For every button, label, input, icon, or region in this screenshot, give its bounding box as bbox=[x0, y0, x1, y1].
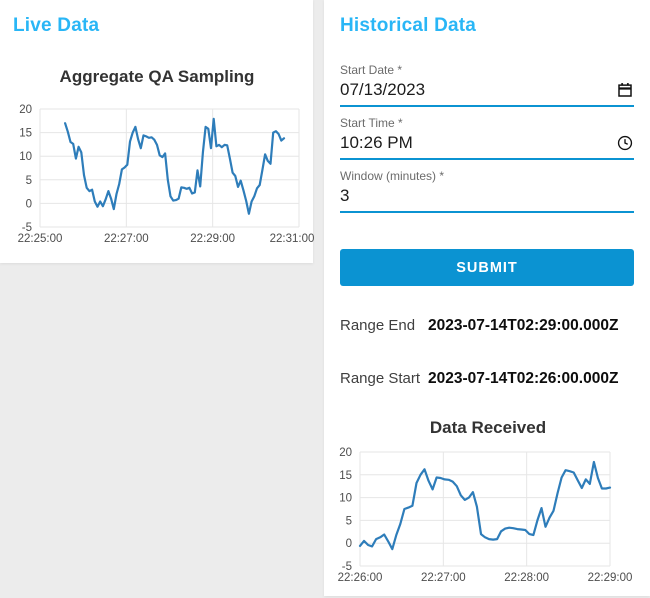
svg-text:-5: -5 bbox=[22, 222, 32, 234]
svg-text:10: 10 bbox=[19, 151, 32, 163]
live-data-panel: Live Data Aggregate QA Sampling 20 15 10 5 0… bbox=[0, 0, 315, 263]
svg-text:20: 20 bbox=[339, 447, 352, 459]
svg-text:15: 15 bbox=[19, 128, 32, 140]
range-start-row: Range Start 2023-07-14T02:26:00.000Z bbox=[340, 370, 634, 388]
clock-icon[interactable] bbox=[616, 134, 634, 152]
svg-text:22:25:00: 22:25:00 bbox=[18, 233, 63, 245]
historical-chart-title: Data Received bbox=[429, 418, 547, 437]
start-time-label: Start Time * bbox=[340, 116, 403, 130]
range-start-label: Range Start bbox=[340, 370, 421, 387]
svg-text:22:26:00: 22:26:00 bbox=[338, 572, 383, 584]
start-date-field: Start Date * bbox=[340, 63, 634, 107]
svg-text:15: 15 bbox=[339, 470, 352, 482]
svg-text:22:29:00: 22:29:00 bbox=[588, 572, 633, 584]
svg-text:22:28:00: 22:28:00 bbox=[504, 572, 549, 584]
svg-text:10: 10 bbox=[339, 493, 352, 505]
live-data-heading: Live Data bbox=[13, 15, 100, 36]
range-end-label: Range End bbox=[340, 317, 416, 334]
start-date-label: Start Date * bbox=[340, 63, 403, 77]
submit-button[interactable]: SUBMIT bbox=[340, 249, 634, 286]
range-end-row: Range End 2023-07-14T02:29:00.000Z bbox=[340, 317, 634, 335]
svg-text:22:31:00: 22:31:00 bbox=[270, 233, 315, 245]
historical-chart-canvas: 20 15 10 5 0 -522:26:00 22:27:00 22:28:00 22:29:… bbox=[338, 447, 633, 584]
svg-text:5: 5 bbox=[346, 515, 352, 527]
live-chart-title: Aggregate QA Sampling bbox=[59, 67, 255, 86]
window-minutes-label: Window (minutes) * bbox=[340, 169, 445, 183]
svg-text:0: 0 bbox=[346, 538, 352, 550]
svg-text:0: 0 bbox=[26, 198, 32, 210]
start-time-field: Start Time * bbox=[340, 116, 634, 160]
svg-text:22:29:00: 22:29:00 bbox=[190, 233, 235, 245]
svg-text:-5: -5 bbox=[342, 561, 352, 573]
start-date-input[interactable] bbox=[340, 80, 616, 100]
window-minutes-input[interactable] bbox=[340, 186, 634, 206]
svg-text:20: 20 bbox=[19, 104, 32, 116]
range-end-value: 2023-07-14T02:29:00.000Z bbox=[428, 317, 619, 334]
range-start-value: 2023-07-14T02:26:00.000Z bbox=[428, 370, 619, 387]
svg-text:22:27:00: 22:27:00 bbox=[104, 233, 149, 245]
historical-query-form: Start Date * Start Time * bbox=[340, 63, 634, 286]
historical-data-panel: Historical Data Start Date * Start Time … bbox=[324, 0, 650, 596]
window-minutes-field: Window (minutes) * bbox=[340, 169, 634, 213]
calendar-icon[interactable] bbox=[616, 81, 634, 99]
svg-text:22:27:00: 22:27:00 bbox=[421, 572, 466, 584]
live-chart-canvas: 20 15 10 5 0 -522:25:00 22:27:00 22:29:00 22:31:… bbox=[18, 104, 315, 245]
svg-text:5: 5 bbox=[26, 175, 32, 187]
historical-chart: Data Received 20 15 10 5 0 -5 22:26:00 22:27:00… bbox=[330, 418, 634, 594]
historical-data-heading: Historical Data bbox=[340, 15, 477, 36]
start-time-input[interactable] bbox=[340, 133, 616, 153]
live-chart: Aggregate QA Sampling 20 15 10 5 0 -5 22:25:00… bbox=[4, 67, 315, 251]
